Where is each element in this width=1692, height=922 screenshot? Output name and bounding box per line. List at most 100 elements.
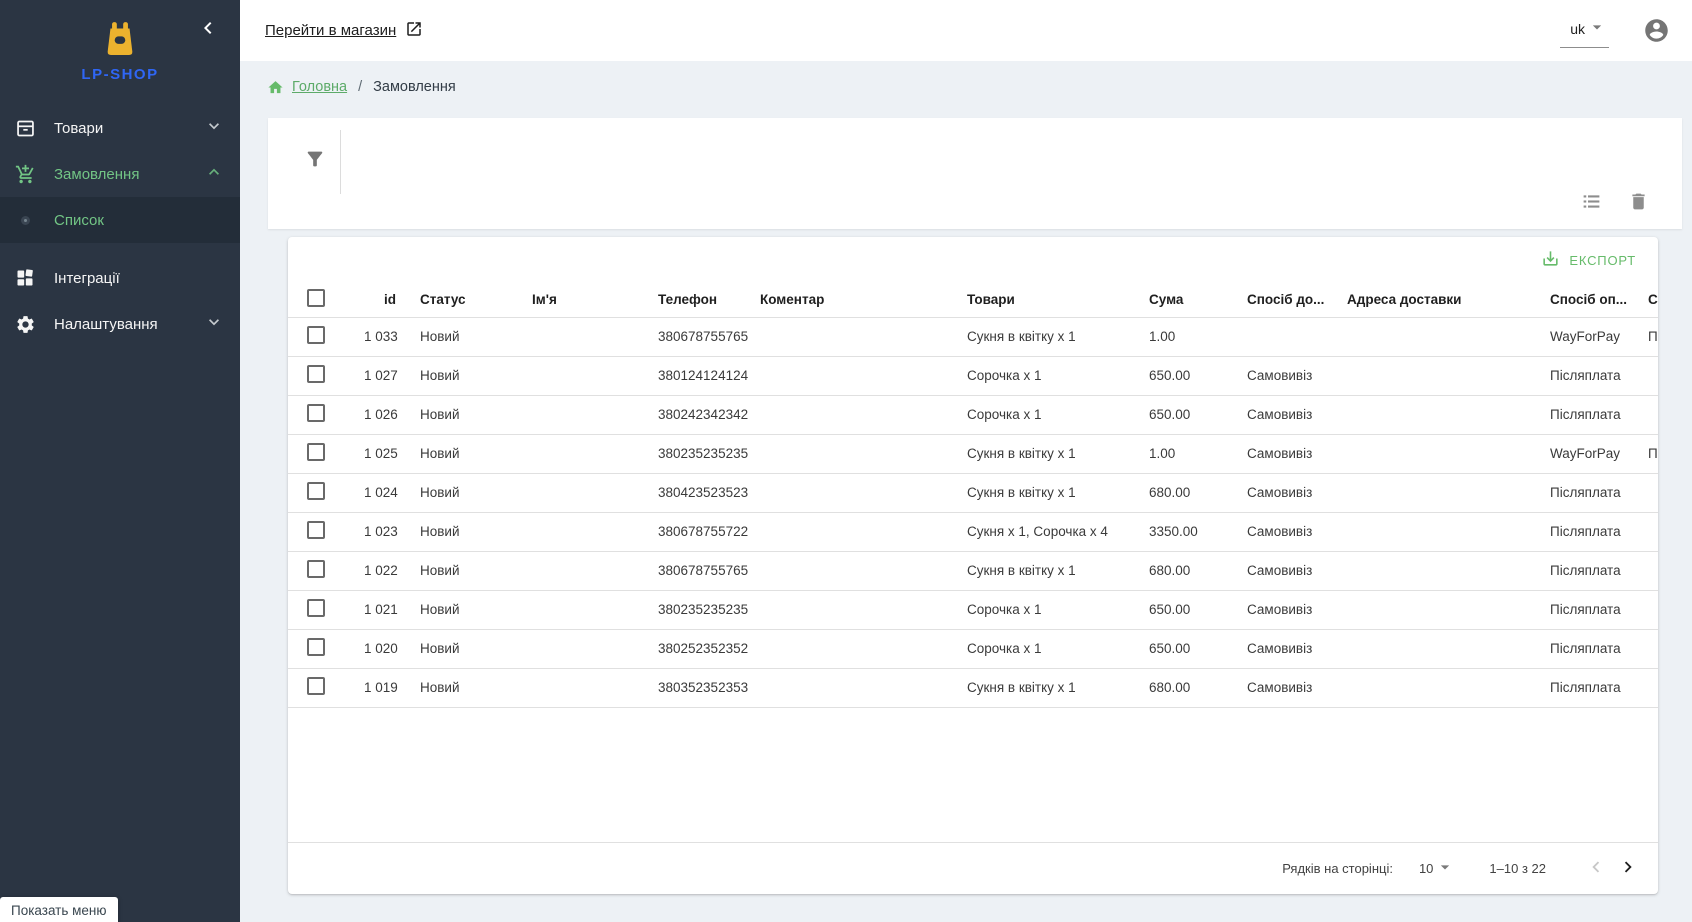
pagination: Рядків на сторінці: 10 1–10 з 22 xyxy=(288,842,1658,894)
cell-status: Новий xyxy=(408,434,520,474)
cell-sum: 1.00 xyxy=(1137,317,1235,357)
cell-name xyxy=(520,512,646,552)
cell-extra xyxy=(1636,473,1658,513)
cell-payment: Післяплата xyxy=(1538,356,1636,396)
row-checkbox[interactable] xyxy=(307,560,325,578)
cell-name xyxy=(520,590,646,630)
cell-delivery: Самовивіз xyxy=(1235,629,1335,669)
delete-button[interactable] xyxy=(1628,191,1649,217)
sidebar-item-products[interactable]: Товари xyxy=(0,105,240,151)
breadcrumb-home-link[interactable]: Головна xyxy=(292,79,348,95)
cell-delivery: Самовивіз xyxy=(1235,668,1335,708)
table-row[interactable]: 1 021 Новий 380235235235 Сорочка x 1 650… xyxy=(288,590,1658,630)
cell-sum: 650.00 xyxy=(1137,590,1235,630)
column-header: Статус xyxy=(408,283,520,318)
main-area: Перейти в магазин uk Головна / Замовленн… xyxy=(240,0,1692,922)
sidebar: LP-SHOP Товари Замовлення Спи xyxy=(0,0,240,922)
cell-status: Новий xyxy=(408,317,520,357)
row-checkbox[interactable] xyxy=(307,521,325,539)
cell-address xyxy=(1335,317,1538,357)
column-header: С... xyxy=(1636,283,1658,318)
table-row[interactable]: 1 019 Новий 380352352353 Сукня в квітку … xyxy=(288,668,1658,708)
cell-products: Сукня в квітку x 1 xyxy=(955,317,1137,357)
cell-products: Сорочка x 1 xyxy=(955,590,1137,630)
logo[interactable]: LP-SHOP xyxy=(0,0,240,83)
account-avatar-icon[interactable] xyxy=(1643,17,1670,44)
chevron-right-icon xyxy=(1617,856,1639,881)
previous-page-button[interactable] xyxy=(1580,853,1612,885)
filter-toolbar xyxy=(268,118,1682,229)
integrations-grid-icon xyxy=(12,266,38,290)
table-header-row: id Статус Ім'я Телефон Коментар Товари Сума Спо… xyxy=(288,283,1658,318)
export-button[interactable]: ЕКСПОРТ xyxy=(1533,243,1644,277)
cell-products: Сорочка x 1 xyxy=(955,356,1137,396)
column-list-button[interactable] xyxy=(1581,191,1602,217)
sidebar-item-settings[interactable]: Налаштування xyxy=(0,301,240,347)
table-row[interactable]: 1 033 Новий 380678755765 Сукня в квітку … xyxy=(288,317,1658,357)
row-checkbox[interactable] xyxy=(307,365,325,383)
cell-products: Сукня в квітку x 1 xyxy=(955,668,1137,708)
sidebar-item-label: Замовлення xyxy=(54,165,140,183)
caret-down-icon xyxy=(1435,857,1455,880)
cell-status: Новий xyxy=(408,512,520,552)
column-header: Коментар xyxy=(748,283,955,318)
cell-phone: 380678755765 xyxy=(646,317,748,357)
table-row[interactable]: 1 024 Новий 380423523523 Сукня в квітку … xyxy=(288,473,1658,513)
cell-status: Новий xyxy=(408,668,520,708)
cell-extra xyxy=(1636,395,1658,435)
cell-address xyxy=(1335,551,1538,591)
row-checkbox[interactable] xyxy=(307,599,325,617)
cell-phone: 380235235235 xyxy=(646,434,748,474)
cell-id: 1 019 xyxy=(352,668,408,708)
sidebar-collapse-button[interactable] xyxy=(194,16,222,44)
language-select[interactable]: uk xyxy=(1560,13,1609,48)
sidebar-item-label: Інтеграції xyxy=(54,269,120,287)
cell-id: 1 027 xyxy=(352,356,408,396)
cell-comment xyxy=(748,668,955,708)
select-all-checkbox[interactable] xyxy=(307,289,325,308)
cell-delivery: Самовивіз xyxy=(1235,590,1335,630)
cell-payment: Післяплата xyxy=(1538,590,1636,630)
go-to-shop-link[interactable]: Перейти в магазин xyxy=(265,20,423,42)
cell-comment xyxy=(748,590,955,630)
row-checkbox[interactable] xyxy=(307,404,325,422)
cell-extra: П xyxy=(1636,434,1658,474)
filter-button[interactable] xyxy=(304,148,326,175)
rows-per-page-select[interactable]: 10 xyxy=(1419,857,1455,880)
table-row[interactable]: 1 025 Новий 380235235235 Сукня в квітку … xyxy=(288,434,1658,474)
table-row[interactable]: 1 020 Новий 380252352352 Сорочка x 1 650… xyxy=(288,629,1658,669)
table-row[interactable]: 1 022 Новий 380678755765 Сукня в квітку … xyxy=(288,551,1658,591)
cell-address xyxy=(1335,629,1538,669)
cell-payment: Післяплата xyxy=(1538,512,1636,552)
cell-delivery: Самовивіз xyxy=(1235,434,1335,474)
sidebar-item-orders[interactable]: Замовлення xyxy=(0,151,240,197)
cell-extra xyxy=(1636,668,1658,708)
sidebar-item-integrations[interactable]: Інтеграції xyxy=(0,255,240,301)
row-checkbox[interactable] xyxy=(307,443,325,461)
table-row[interactable]: 1 026 Новий 380242342342 Сорочка x 1 650… xyxy=(288,395,1658,435)
column-header: Адреса доставки xyxy=(1335,283,1538,318)
next-page-button[interactable] xyxy=(1612,853,1644,885)
cell-id: 1 020 xyxy=(352,629,408,669)
sidebar-item-orders-list[interactable]: Список xyxy=(0,197,240,243)
cell-phone: 380124124124 xyxy=(646,356,748,396)
cell-name xyxy=(520,668,646,708)
cell-comment xyxy=(748,473,955,513)
cell-name xyxy=(520,434,646,474)
row-checkbox[interactable] xyxy=(307,482,325,500)
cell-sum: 680.00 xyxy=(1137,668,1235,708)
cell-payment: Післяплата xyxy=(1538,395,1636,435)
cell-phone: 380235235235 xyxy=(646,590,748,630)
chevron-left-icon xyxy=(196,16,220,45)
cell-sum: 3350.00 xyxy=(1137,512,1235,552)
table-row[interactable]: 1 023 Новий 380678755722 Сукня x 1, Соро… xyxy=(288,512,1658,552)
row-checkbox[interactable] xyxy=(307,326,325,344)
column-header: Спосіб до... xyxy=(1235,283,1335,318)
products-box-icon xyxy=(12,116,38,140)
cell-id: 1 023 xyxy=(352,512,408,552)
row-checkbox[interactable] xyxy=(307,638,325,656)
row-checkbox[interactable] xyxy=(307,677,325,695)
sidebar-nav: Товари Замовлення Список xyxy=(0,105,240,347)
table-row[interactable]: 1 027 Новий 380124124124 Сорочка x 1 650… xyxy=(288,356,1658,396)
cell-sum: 650.00 xyxy=(1137,629,1235,669)
